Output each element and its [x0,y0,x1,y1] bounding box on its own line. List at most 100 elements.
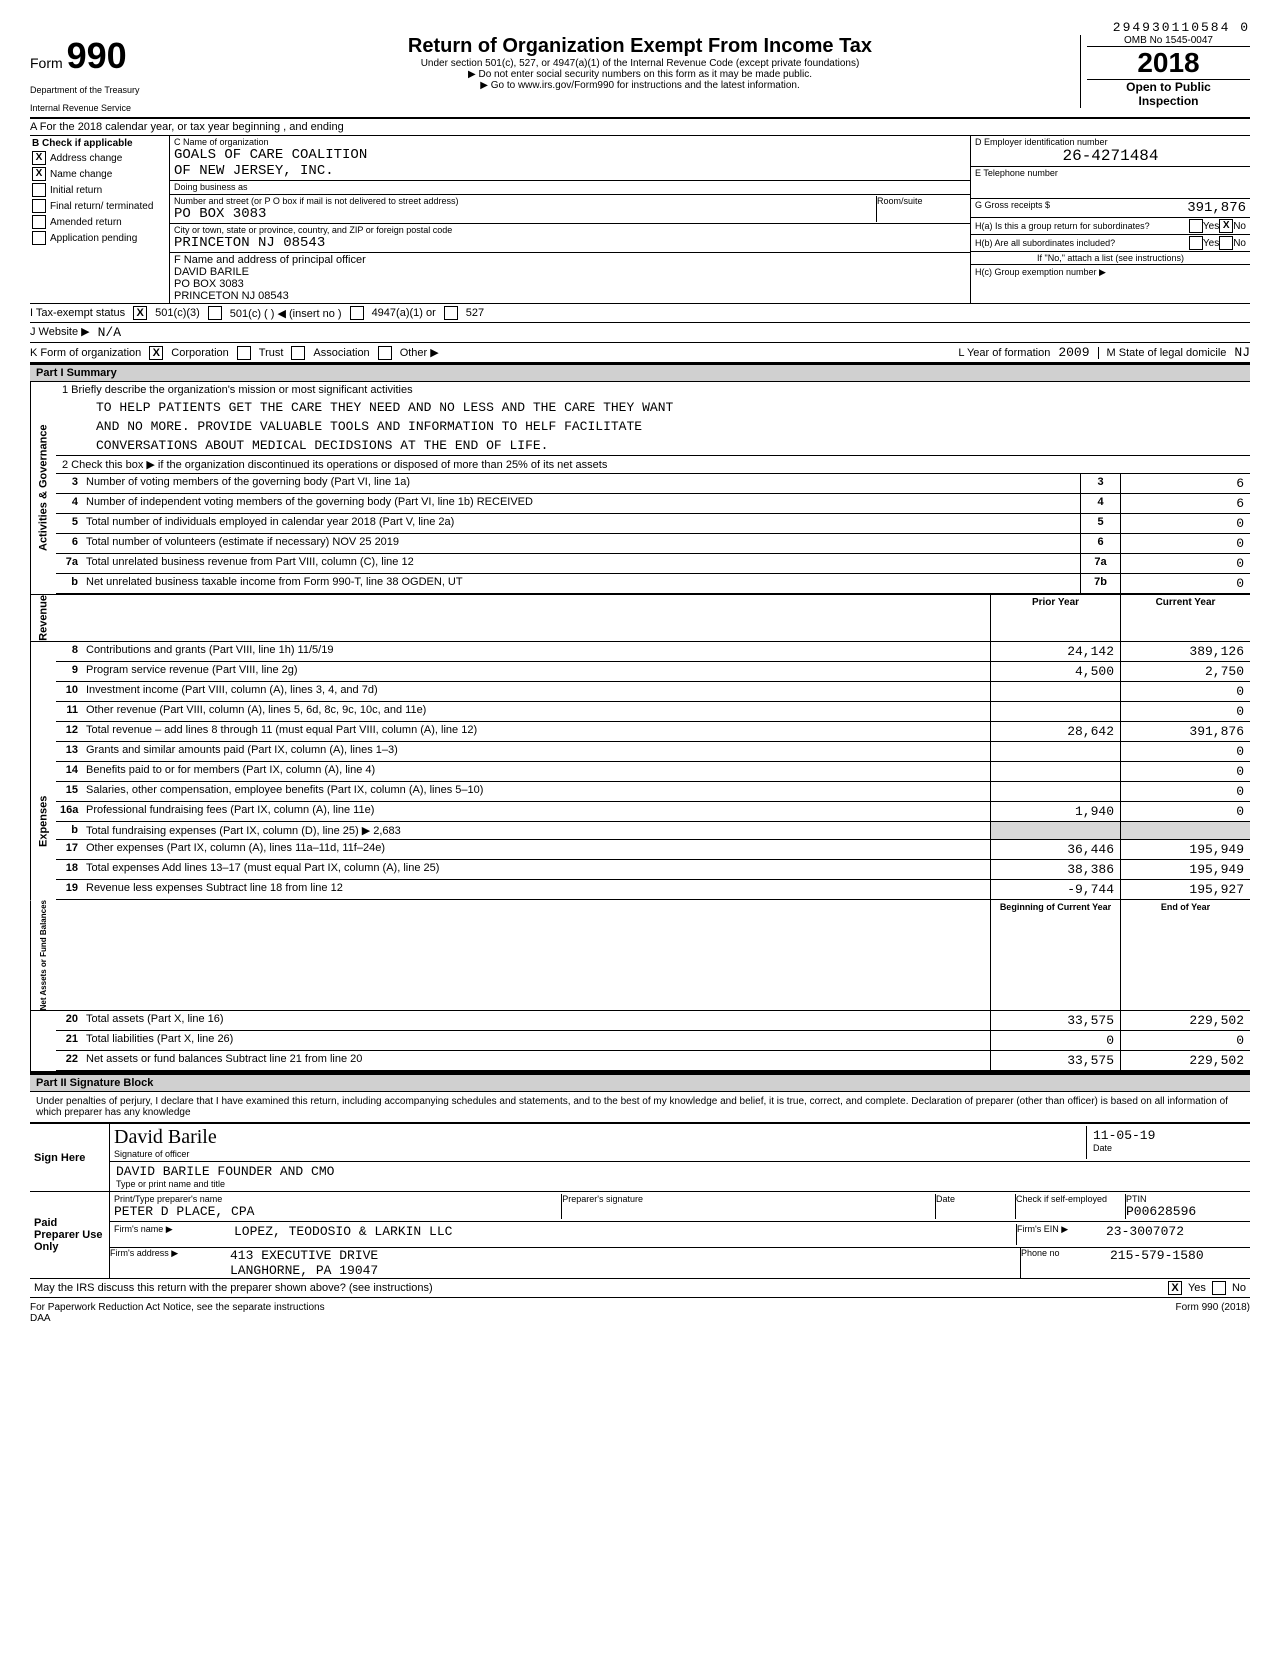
summary-line: 16aProfessional fundraising fees (Part I… [56,802,1250,822]
hb-yes-checkbox[interactable] [1189,236,1203,250]
room-label: Room/suite [877,196,923,206]
prior-year-value: 0 [990,1031,1120,1050]
hb-no-checkbox[interactable] [1219,236,1233,250]
prior-year-value: 33,575 [990,1011,1120,1030]
hb-no-label: No [1233,238,1246,249]
street-address: PO BOX 3083 [174,206,876,222]
line-text: Total expenses Add lines 13–17 (must equ… [82,860,990,879]
line-num: 20 [56,1011,82,1030]
current-year-value: 389,126 [1120,642,1250,661]
line-key: 6 [1080,534,1120,553]
form-subtitle-1: Under section 501(c), 527, or 4947(a)(1)… [200,58,1080,69]
line-text: Investment income (Part VIII, column (A)… [82,682,990,701]
app-pending-checkbox[interactable] [32,231,46,245]
initial-return-checkbox[interactable] [32,183,46,197]
line-text: Net unrelated business taxable income fr… [82,574,1080,593]
firm-ein-label: Firm's EIN ▶ [1016,1224,1106,1245]
boy-header: Beginning of Current Year [990,900,1120,1010]
prior-year-value: 1,940 [990,802,1120,821]
prior-year-value [990,682,1120,701]
current-year-value: 195,949 [1120,860,1250,879]
summary-line: 8Contributions and grants (Part VIII, li… [56,642,1250,662]
assoc-checkbox[interactable] [291,346,305,360]
row-a-calendar-year: A For the 2018 calendar year, or tax yea… [30,119,1250,136]
discuss-no-checkbox[interactable] [1212,1281,1226,1295]
firm-name-value: LOPEZ, TEODOSIO & LARKIN LLC [234,1224,1016,1245]
501c3-checkbox[interactable]: X [133,306,147,320]
hb-label: H(b) Are all subordinates included? [975,238,1189,248]
self-employed-label: Check if self-employed [1016,1194,1125,1204]
prior-year-header: Prior Year [990,595,1120,641]
line-text: Number of voting members of the governin… [82,474,1080,493]
4947-checkbox[interactable] [350,306,364,320]
line-num: 10 [56,682,82,701]
gross-receipts-label: G Gross receipts $ [975,200,1187,216]
street-label: Number and street (or P O box if mail is… [174,196,876,206]
prep-name-value: PETER D PLACE, CPA [114,1204,561,1219]
row-i-tax-exempt: I Tax-exempt status X501(c)(3) 501(c) ( … [30,304,1250,323]
ha-no-label: No [1233,221,1246,232]
ha-no-checkbox[interactable]: X [1219,219,1233,233]
prior-year-value [990,782,1120,801]
501c-checkbox[interactable] [208,306,222,320]
name-change-checkbox[interactable]: X [32,167,46,181]
ha-yes-checkbox[interactable] [1189,219,1203,233]
ptin-value: P00628596 [1126,1204,1246,1219]
phone-label: Phone no [1020,1248,1110,1278]
current-year-value: 0 [1120,742,1250,761]
dba-label: Doing business as [174,182,248,192]
side-net-assets: Net Assets or Fund Balances [30,900,56,1010]
line-num: 3 [56,474,82,493]
line-num: b [56,822,82,839]
line-value: 0 [1120,534,1250,553]
527-checkbox[interactable] [444,306,458,320]
website-label: J Website ▶ [30,325,90,340]
hb-yes-label: Yes [1203,238,1219,249]
other-checkbox[interactable] [378,346,392,360]
ein-value: 26-4271484 [975,147,1246,165]
form-990-footer: Form 990 (2018) [1176,1302,1250,1324]
form-number: 990 [67,35,127,76]
current-year-value: 229,502 [1120,1011,1250,1030]
app-pending-label: Application pending [50,233,137,244]
line-num: 9 [56,662,82,681]
line-text: Other expenses (Part IX, column (A), lin… [82,840,990,859]
line-num: 12 [56,722,82,741]
mission-line-3: CONVERSATIONS ABOUT MEDICAL DECIDSIONS A… [56,436,1250,456]
org-name-1: GOALS OF CARE COALITION [174,147,966,163]
summary-line: 5Total number of individuals employed in… [56,514,1250,534]
current-year-value: 391,876 [1120,722,1250,741]
current-year-value: 229,502 [1120,1051,1250,1070]
line-key: 4 [1080,494,1120,513]
line-num: 5 [56,514,82,533]
final-return-checkbox[interactable] [32,199,46,213]
line-text: Program service revenue (Part VIII, line… [82,662,990,681]
line-text: Total liabilities (Part X, line 26) [82,1031,990,1050]
sig-date-label: Date [1093,1143,1240,1153]
identity-grid: B Check if applicable XAddress change XN… [30,136,1250,304]
side-revenue-2 [30,642,56,742]
amended-return-checkbox[interactable] [32,215,46,229]
line-num: 4 [56,494,82,513]
prior-year-value: 36,446 [990,840,1120,859]
firm-addr-1: 413 EXECUTIVE DRIVE [230,1248,1020,1263]
line-key: 5 [1080,514,1120,533]
line-num: 8 [56,642,82,661]
current-year-header: Current Year [1120,595,1250,641]
final-return-label: Final return/ terminated [50,201,153,212]
mission-label: 1 Briefly describe the organization's mi… [56,382,1250,398]
form-org-label: K Form of organization [30,347,141,359]
trust-label: Trust [259,347,284,359]
current-year-value: 0 [1120,682,1250,701]
summary-line: 18Total expenses Add lines 13–17 (must e… [56,860,1250,880]
addr-change-checkbox[interactable]: X [32,151,46,165]
prior-year-value: 38,386 [990,860,1120,879]
part-1-header: Part I Summary [30,363,1250,382]
trust-checkbox[interactable] [237,346,251,360]
summary-line: 21Total liabilities (Part X, line 26)00 [56,1031,1250,1051]
summary-line: 11Other revenue (Part VIII, column (A), … [56,702,1250,722]
discuss-yes-checkbox[interactable]: X [1168,1281,1182,1295]
line-key: 3 [1080,474,1120,493]
line-value: 0 [1120,514,1250,533]
corp-checkbox[interactable]: X [149,346,163,360]
